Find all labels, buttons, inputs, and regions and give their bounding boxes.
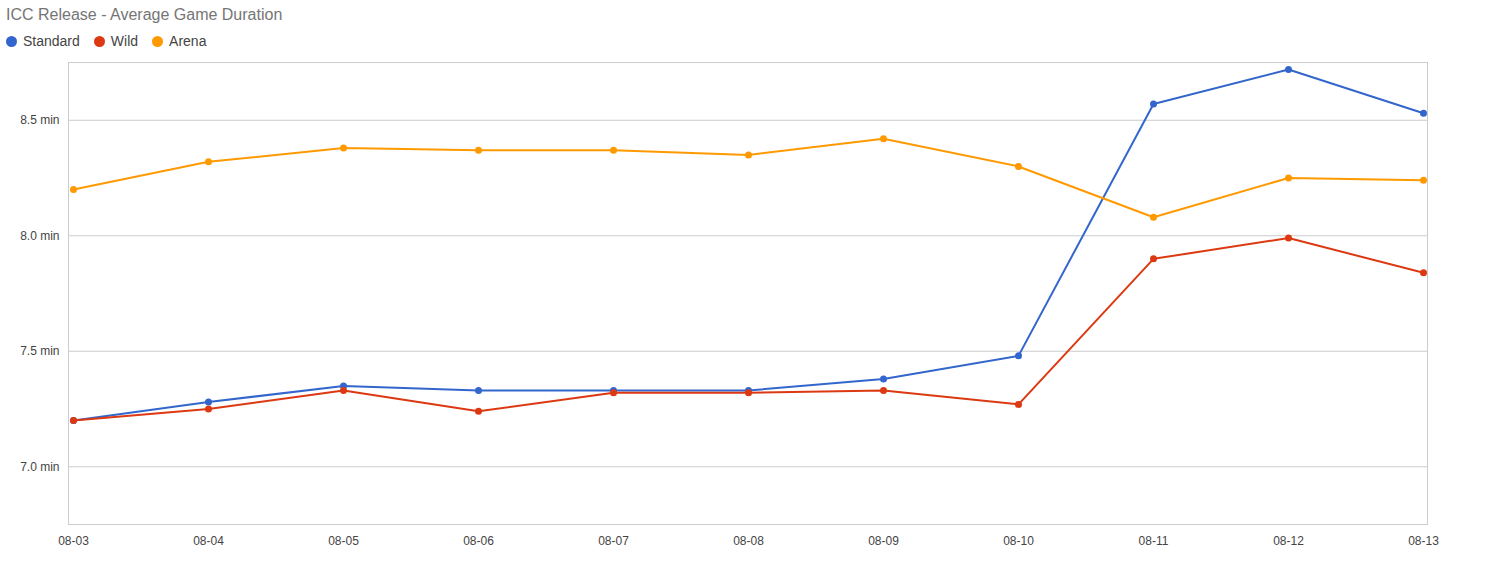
html-text:Arena: Arena <box>169 33 207 49</box>
html-text:Wild: Wild <box>110 33 139 49</box>
svg-text:7.5 min: 7.5 min <box>20 344 59 358</box>
svg-text:08-08: 08-08 <box>733 534 764 548</box>
svg-text:08-04: 08-04 <box>193 534 224 548</box>
svg-text:08-13: 08-13 <box>1408 534 1439 548</box>
svg-text:8.5 min: 8.5 min <box>20 113 59 127</box>
svg-text:08-06: 08-06 <box>463 534 494 548</box>
svg-text:8.0 min: 8.0 min <box>20 229 59 243</box>
svg-text:08-07: 08-07 <box>598 534 629 548</box>
svg-text:08-12: 08-12 <box>1273 534 1304 548</box>
svg-text:7.0 min: 7.0 min <box>20 460 59 474</box>
svg-text:08-09: 08-09 <box>868 534 899 548</box>
html-text:ICC Release - Average Game Dur: ICC Release - Average Game Duration <box>6 6 283 23</box>
svg-text:08-10: 08-10 <box>1003 534 1034 548</box>
html-text:Standard: Standard <box>23 33 80 49</box>
svg-text:08-03: 08-03 <box>58 534 89 548</box>
svg-text:08-11: 08-11 <box>1139 534 1169 548</box>
svg-text:08-05: 08-05 <box>328 534 359 548</box>
